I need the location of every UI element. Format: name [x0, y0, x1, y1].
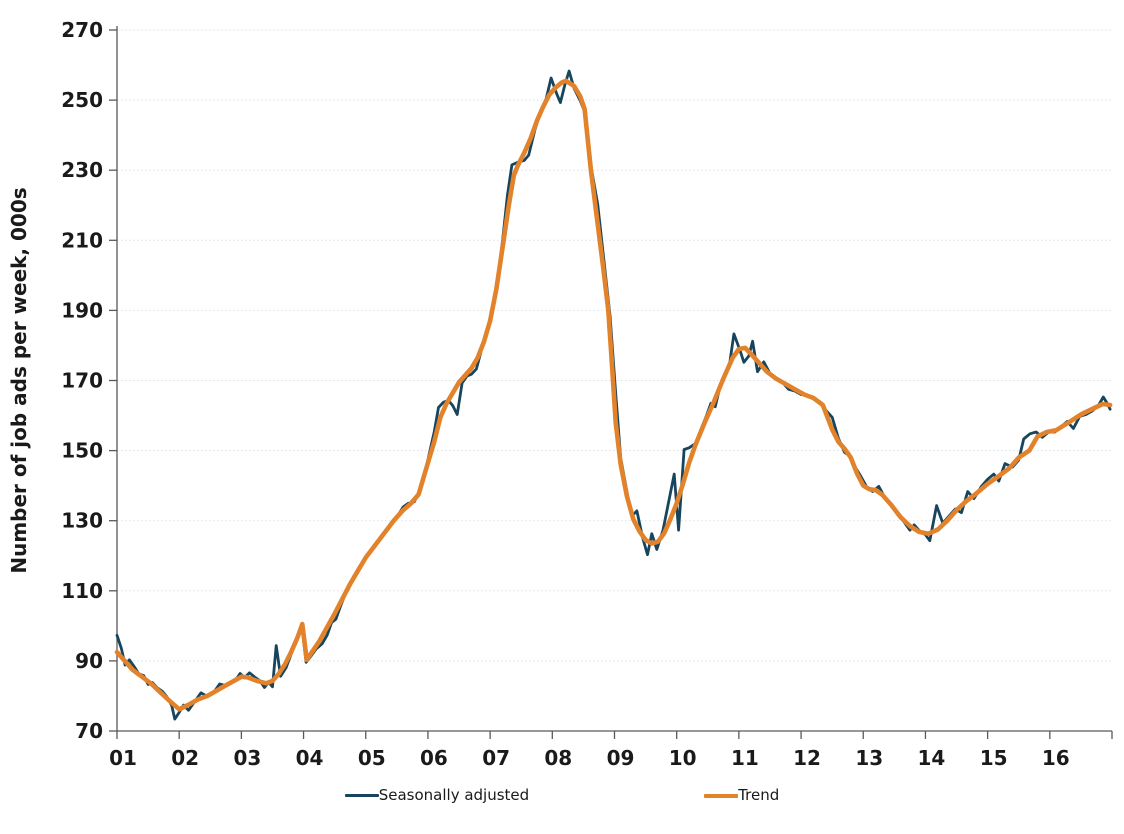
x-axis-tick-label: 12 [793, 746, 821, 770]
y-axis-tick-label: 90 [75, 649, 103, 673]
x-axis-tick-label: 10 [669, 746, 697, 770]
x-axis-tick-label: 14 [918, 746, 946, 770]
y-axis-title: Number of job ads per week, 000s [7, 187, 31, 573]
x-axis-tick-label: 15 [980, 746, 1008, 770]
y-axis-tick-label: 70 [75, 719, 103, 743]
legend-item-seasonally-adjusted: Seasonally adjusted [344, 786, 530, 804]
chart-legend: Seasonally adjusted Trend [0, 788, 1124, 803]
y-axis-tick-label: 170 [61, 369, 103, 393]
trend-line-swatch-icon [704, 793, 739, 798]
x-axis-tick-label: 05 [358, 746, 386, 770]
legend-label-seasonally-adjusted: Seasonally adjusted [378, 786, 530, 804]
seasonally-adjusted-line-swatch-icon [344, 794, 379, 797]
x-axis-tick-label: 08 [544, 746, 572, 770]
x-axis-tick-label: 11 [731, 746, 759, 770]
y-axis-tick-label: 230 [61, 158, 103, 182]
x-axis-tick-label: 03 [233, 746, 261, 770]
x-axis-tick-label: 01 [109, 746, 137, 770]
x-axis-tick-label: 16 [1042, 746, 1070, 770]
y-axis-tick-label: 110 [61, 579, 103, 603]
x-axis-tick-label: 04 [296, 746, 324, 770]
x-axis-tick-label: 02 [171, 746, 199, 770]
y-axis-tick-label: 150 [61, 439, 103, 463]
x-axis-tick-label: 09 [607, 746, 635, 770]
y-axis-tick-label: 250 [61, 88, 103, 112]
legend-item-trend: Trend [704, 788, 779, 803]
y-axis-tick-label: 210 [61, 228, 103, 252]
legend-label-trend: Trend [738, 786, 780, 804]
x-axis-tick-label: 13 [855, 746, 883, 770]
y-axis-tick-label: 190 [61, 298, 103, 322]
x-axis-tick-label: 07 [482, 746, 510, 770]
plot-area: 70 90 110 130 150 170 190 210 230 250 270 01 02 03 04 0… [7, 18, 1113, 770]
y-axis-tick-label: 270 [61, 18, 103, 42]
y-axis-tick-label: 130 [61, 509, 103, 533]
series-line-trend [114, 78, 1113, 712]
x-axis-tick-label: 06 [420, 746, 448, 770]
